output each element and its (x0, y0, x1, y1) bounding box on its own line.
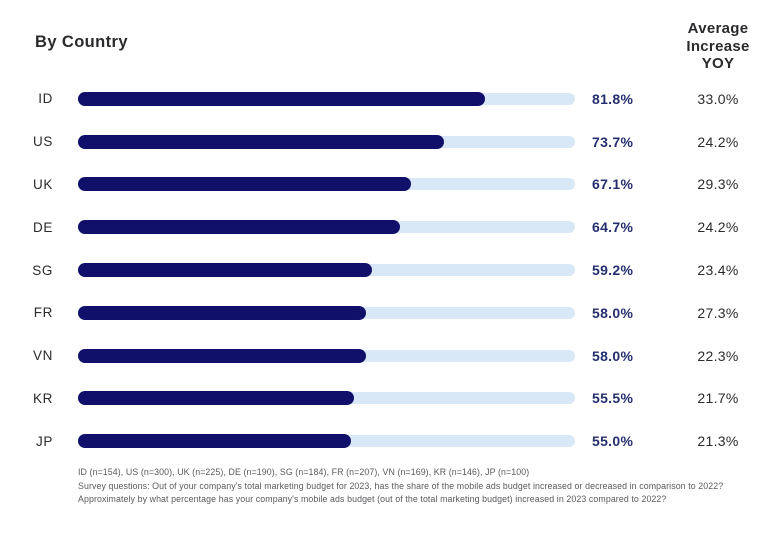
bar-row-uk: UK 67.1% 29.3% (0, 163, 776, 206)
bar-row-kr: KR 55.5% 21.7% (0, 377, 776, 420)
bar-row-fr: FR 58.0% 27.3% (0, 291, 776, 334)
bar-value-label: 55.0% (592, 433, 634, 450)
bar (78, 220, 575, 235)
bar (78, 134, 575, 149)
bar-row-us: US 73.7% 24.2% (0, 120, 776, 163)
bar-value-label: 55.5% (592, 390, 634, 407)
bar-value-label: 58.0% (592, 347, 634, 364)
bar-value-label: 67.1% (592, 176, 634, 193)
country-label: UK (33, 176, 53, 192)
country-label: SG (32, 262, 53, 278)
bar-row-vn: VN 58.0% 22.3% (0, 334, 776, 377)
country-label: US (33, 134, 53, 150)
bar (78, 434, 575, 449)
avg-increase-value: 23.4% (697, 262, 739, 279)
bar-value-label: 64.7% (592, 219, 634, 236)
footnote: ID (n=154), US (n=300), UK (n=225), DE (… (78, 466, 768, 507)
avg-increase-value: 24.2% (697, 219, 739, 236)
bar-row-de: DE 64.7% 24.2% (0, 206, 776, 249)
bar-fill (78, 263, 373, 278)
bar-fill (78, 220, 400, 235)
country-label: FR (33, 305, 53, 321)
avg-increase-value: 29.3% (697, 176, 739, 193)
footnote-survey-question-1: Survey questions: Out of your company's … (78, 480, 724, 491)
bar (78, 91, 575, 106)
bar-fill (78, 348, 367, 363)
footnote-sample-sizes: ID (n=154), US (n=300), UK (n=225), DE (… (78, 467, 530, 477)
avg-increase-yoy-header: Average Increase YOY (686, 20, 750, 72)
bar-fill (78, 391, 354, 406)
chart-title: By Country (35, 33, 128, 51)
avg-increase-value: 21.3% (697, 433, 739, 450)
country-label: JP (36, 433, 53, 449)
avg-increase-value: 27.3% (697, 304, 739, 321)
country-label: ID (38, 91, 53, 107)
country-label: DE (33, 219, 53, 235)
country-label: KR (33, 390, 53, 406)
bar-value-label: 58.0% (592, 304, 634, 321)
bar-value-label: 73.7% (592, 133, 634, 150)
bar (78, 263, 575, 278)
bar-fill (78, 134, 445, 149)
bar-fill (78, 305, 367, 320)
bar (78, 305, 575, 320)
bar-fill (78, 177, 412, 192)
bar-fill (78, 434, 352, 449)
bar-value-label: 59.2% (592, 262, 634, 279)
bar (78, 348, 575, 363)
bar-rows: ID 81.8% 33.0% US 73.7% 24.2% UK 67.1% (0, 78, 776, 463)
bar-row-id: ID 81.8% 33.0% (0, 78, 776, 121)
avg-increase-value: 24.2% (697, 133, 739, 150)
bar-row-sg: SG 59.2% 23.4% (0, 249, 776, 292)
avg-increase-value: 22.3% (697, 347, 739, 364)
bar (78, 391, 575, 406)
avg-increase-value: 21.7% (697, 390, 739, 407)
bar-row-jp: JP 55.0% 21.3% (0, 420, 776, 463)
bar-fill (78, 91, 485, 106)
bar-value-label: 81.8% (592, 90, 634, 107)
avg-increase-value: 33.0% (697, 90, 739, 107)
footnote-survey-question-2: Approximately by what percentage has you… (78, 494, 667, 505)
country-label: VN (33, 348, 53, 364)
bar (78, 177, 575, 192)
